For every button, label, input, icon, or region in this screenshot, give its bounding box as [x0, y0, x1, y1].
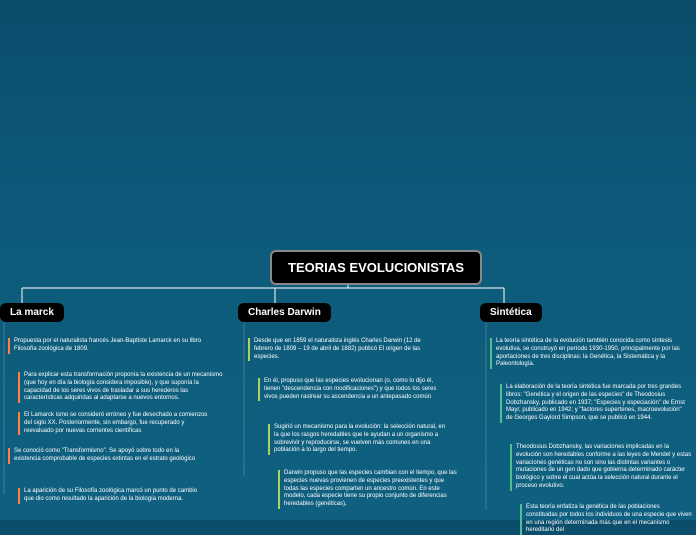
branch-lamarck[interactable]: La marck: [0, 303, 64, 322]
leaf-sintetica-2: Theodosius Dobzhansky, las variaciones i…: [510, 444, 692, 491]
leaf-lamarck-2: El Lamarck ismo se consideró erróneo y f…: [18, 412, 208, 435]
leaf-lamarck-3: Se conoció como "Transformismo". Se apoy…: [8, 448, 198, 464]
leaf-lamarck-1: Para explicar esta transformación propon…: [18, 372, 223, 403]
leaf-darwin-3: Darwin propuso que las especies cambian …: [278, 470, 458, 509]
branch-label: La marck: [10, 307, 54, 318]
branch-label: Charles Darwin: [248, 307, 321, 318]
branch-label: Sintética: [490, 307, 532, 318]
leaf-darwin-1: En él, propuso que las especies evolucio…: [258, 378, 448, 401]
branch-darwin[interactable]: Charles Darwin: [238, 303, 331, 322]
leaf-sintetica-0: La teoría sintética de la evolución tamb…: [490, 338, 685, 369]
leaf-sintetica-1: La elaboración de la teoría sintética fu…: [500, 384, 690, 423]
root-label: TEORIAS EVOLUCIONISTAS: [288, 260, 464, 275]
leaf-lamarck-0: Propuesta por el naturalista francés Jea…: [8, 338, 208, 354]
branch-sintetica[interactable]: Sintética: [480, 303, 542, 322]
leaf-darwin-0: Desde que en 1859 el naturalista inglés …: [248, 338, 438, 361]
root-node[interactable]: TEORIAS EVOLUCIONISTAS: [270, 250, 482, 285]
leaf-darwin-2: Sugirió un mecanismo para la evolución: …: [268, 424, 448, 455]
leaf-lamarck-4: La aparición de su Filosofía zoológica m…: [18, 488, 208, 504]
